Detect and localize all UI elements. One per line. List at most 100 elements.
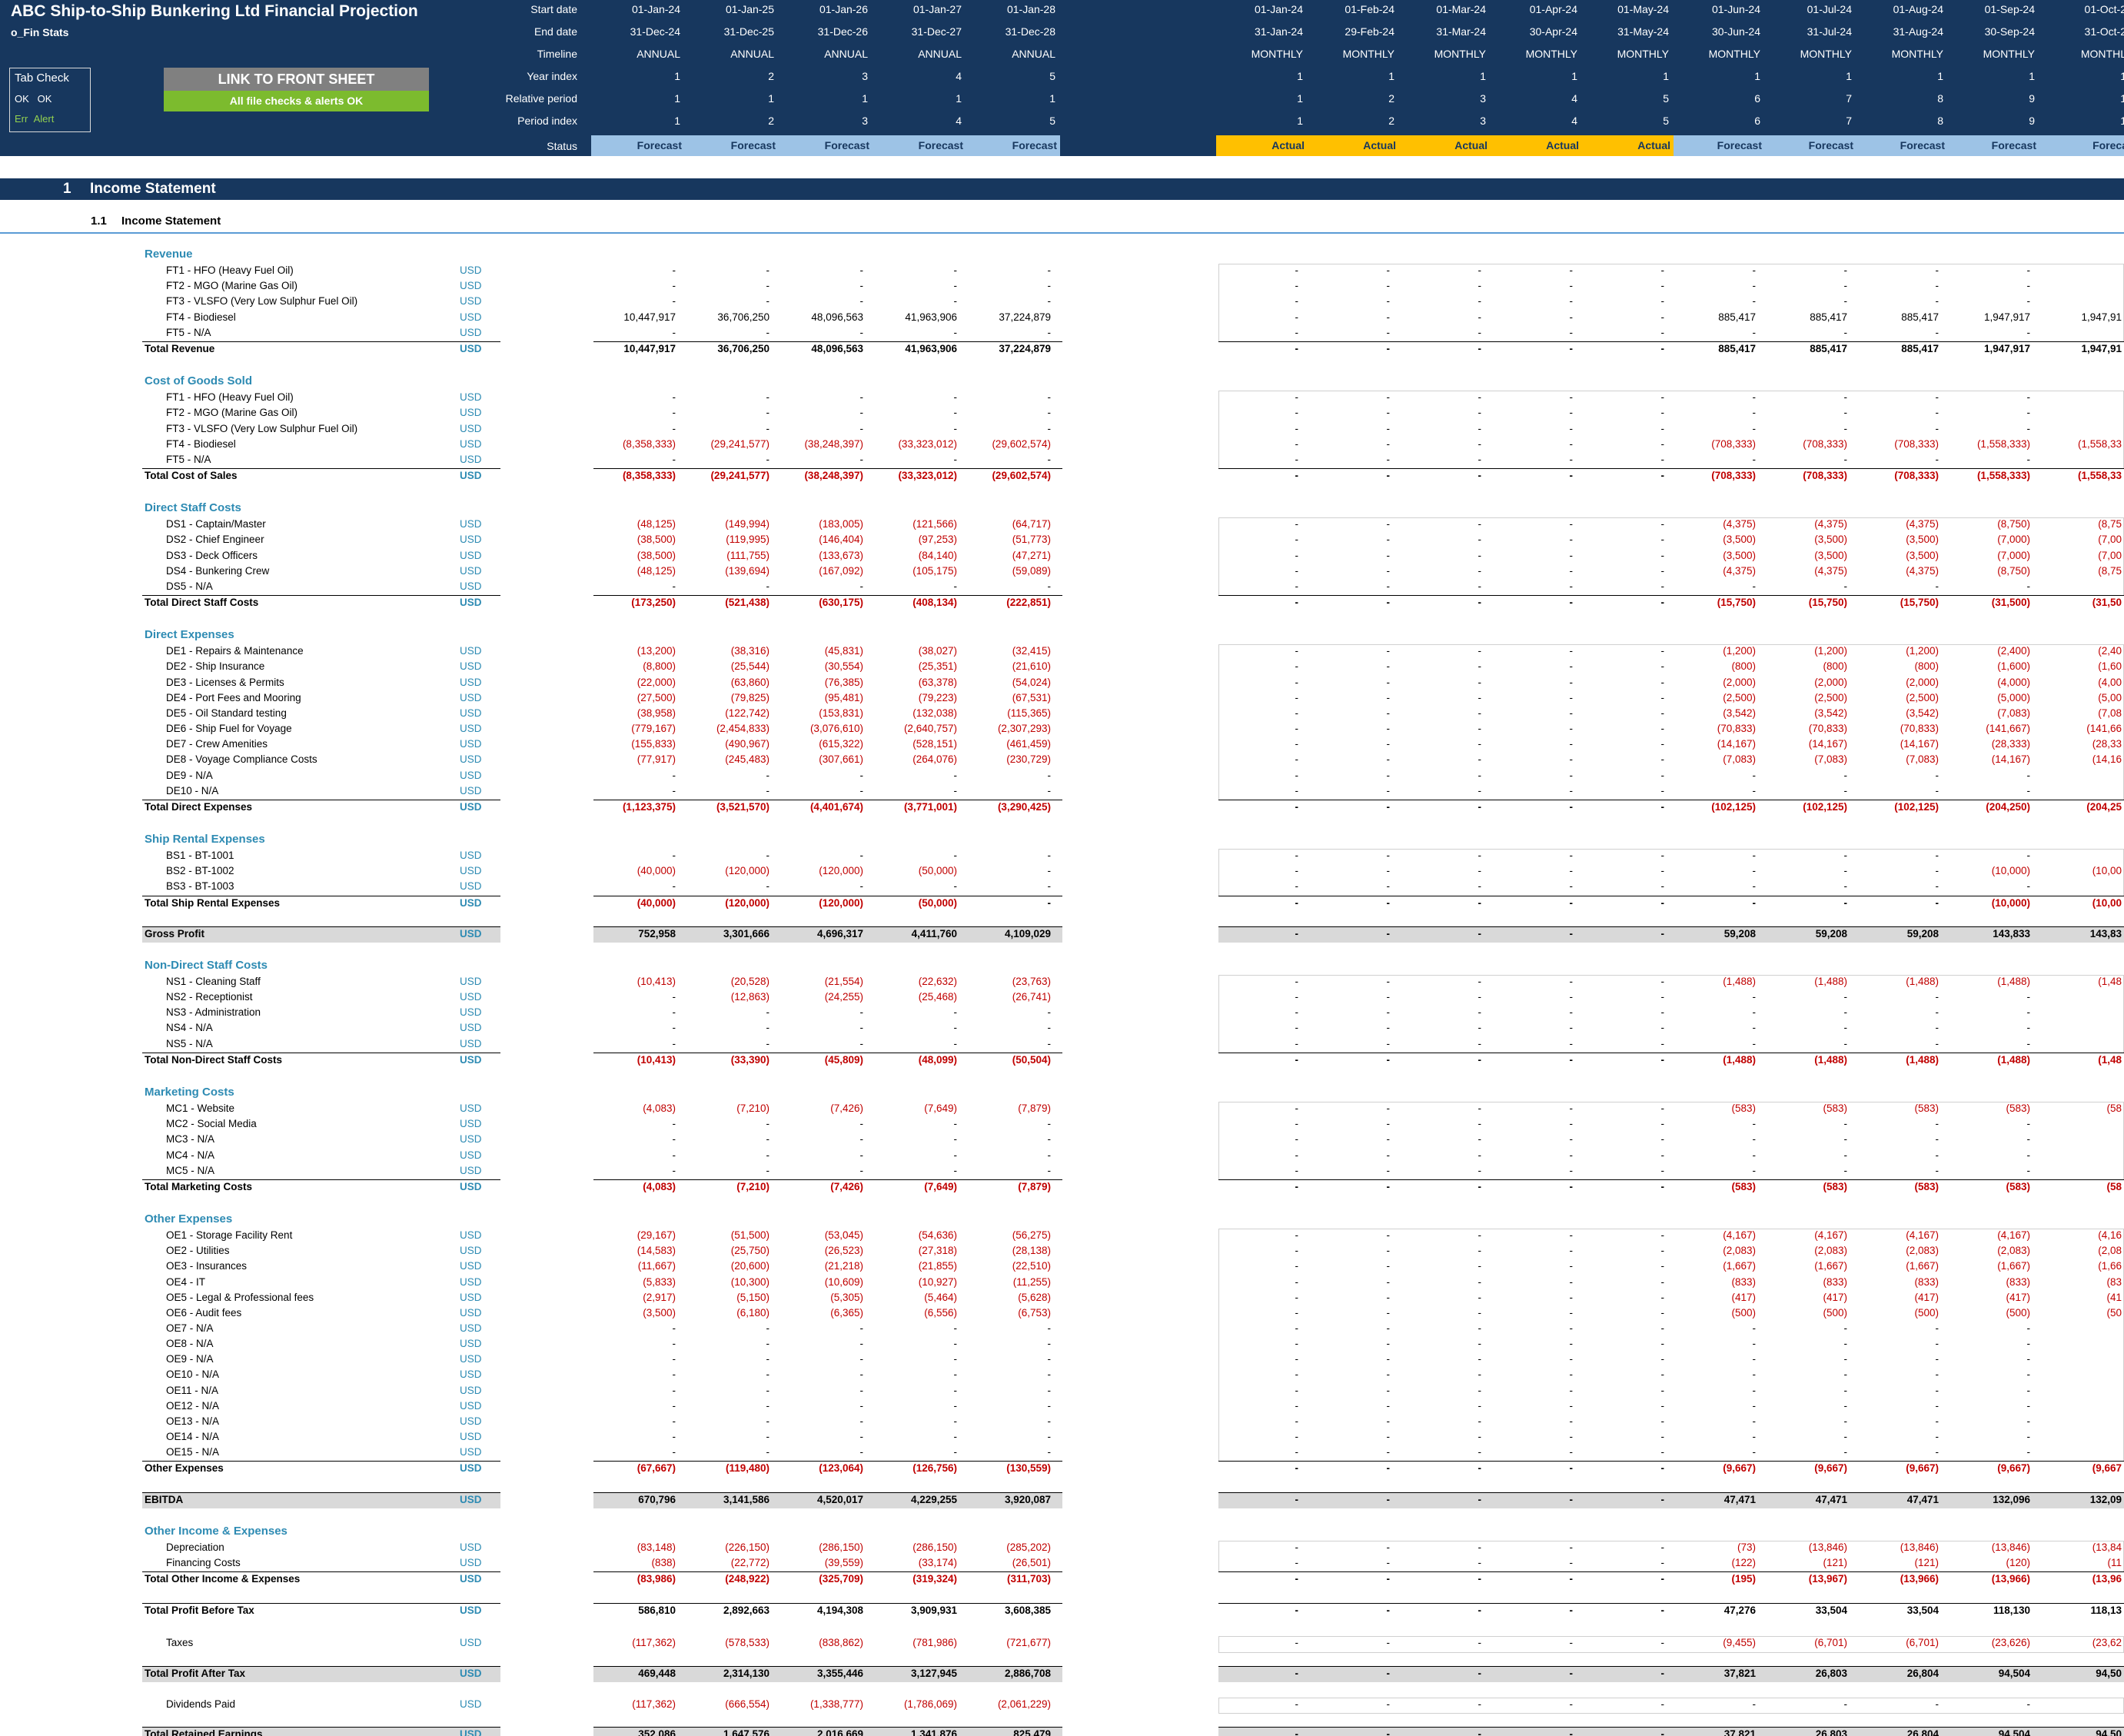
monthly-value: - — [1477, 1180, 1482, 1192]
monthly-value: - — [1752, 1118, 1757, 1130]
monthly-value: - — [1569, 1415, 1574, 1427]
monthly-value: - — [1386, 1556, 1391, 1568]
annual-value: - — [953, 1118, 958, 1130]
header-cell: 5 — [1049, 115, 1055, 127]
annual-value: - — [766, 1446, 770, 1458]
header-cell: 4 — [956, 70, 962, 82]
monthly-value: - — [1660, 534, 1665, 546]
header-cell: 5 — [1663, 115, 1669, 127]
line-item-label: FT3 - VLSFO (Very Low Sulphur Fuel Oil) — [166, 295, 358, 308]
annual-value: - — [672, 407, 676, 419]
annual-value: - — [953, 1006, 958, 1019]
annual-value: - — [859, 295, 864, 308]
monthly-value: - — [1386, 1541, 1391, 1553]
monthly-value: - — [2026, 1353, 2031, 1365]
monthly-value: - — [1569, 1322, 1574, 1334]
monthly-value: (70,833) — [1900, 723, 1939, 735]
monthly-value: - — [1569, 676, 1574, 688]
annual-value: 2,314,130 — [723, 1667, 769, 1679]
annual-value: (528,151) — [912, 738, 957, 750]
annual-value: (155,833) — [631, 738, 676, 750]
monthly-value: - — [1477, 1322, 1482, 1334]
annual-value: (319,324) — [912, 1573, 957, 1585]
monthly-value: - — [1477, 1667, 1482, 1679]
monthly-value: - — [1569, 1384, 1574, 1396]
annual-value: (21,554) — [824, 976, 863, 987]
unit-label: USD — [460, 1637, 482, 1649]
annual-value: - — [672, 1164, 676, 1176]
monthly-value: 885,417 — [1901, 311, 1939, 323]
monthly-value: - — [1660, 753, 1665, 766]
line-item-label: DS4 - Bunkering Crew — [166, 564, 270, 577]
monthly-value: - — [1295, 1053, 1299, 1066]
annual-value: - — [859, 1338, 864, 1350]
unit-label: USD — [460, 880, 482, 893]
monthly-value: (3,500) — [1814, 534, 1847, 546]
monthly-value: - — [1752, 580, 1757, 592]
monthly-value: - — [1295, 850, 1299, 862]
monthly-value: - — [1477, 865, 1482, 877]
monthly-value: - — [1477, 1291, 1482, 1303]
monthly-value: - — [2026, 407, 2031, 419]
annual-value: (2,061,229) — [997, 1698, 1051, 1710]
monthly-value: - — [1477, 784, 1482, 796]
monthly-value: - — [1477, 453, 1482, 465]
annual-value: - — [953, 407, 958, 419]
monthly-value: (15,750) — [1808, 597, 1847, 608]
annual-value: (54,636) — [918, 1229, 957, 1242]
monthly-value: - — [1569, 1369, 1574, 1381]
annual-value: (48,125) — [637, 518, 676, 530]
monthly-value: - — [1477, 1698, 1482, 1710]
monthly-value: - — [1477, 1053, 1482, 1066]
monthly-value: - — [1477, 1229, 1482, 1242]
monthly-value: (3,542) — [1906, 707, 1939, 719]
monthly-value: - — [1752, 1037, 1757, 1049]
monthly-value: - — [1477, 1493, 1482, 1505]
monthly-value: 1,947,917 — [1983, 342, 2030, 354]
monthly-value: - — [1386, 660, 1391, 673]
header-cell: MONTHLY — [1617, 48, 1669, 60]
monthly-value: - — [1752, 1399, 1757, 1412]
monthly-value: - — [1386, 1353, 1391, 1365]
annual-value: - — [766, 264, 770, 277]
monthly-value: - — [1477, 1306, 1482, 1319]
monthly-value: - — [1569, 407, 1574, 419]
monthly-value: - — [1386, 1605, 1391, 1617]
monthly-value: 59,208 — [1723, 927, 1756, 940]
monthly-value: (583) — [1731, 1180, 1756, 1192]
monthly-value: - — [1386, 738, 1391, 750]
header-cell: 30-Jun-24 — [1711, 25, 1760, 38]
annual-value: - — [1047, 1133, 1052, 1146]
monthly-value: - — [2026, 1133, 2031, 1146]
monthly-value: - — [1843, 1369, 1848, 1381]
monthly-value: - — [1569, 1022, 1574, 1034]
annual-value: - — [859, 1415, 864, 1427]
annual-value: 48,096,563 — [811, 342, 863, 354]
annual-value: - — [1047, 769, 1052, 781]
annual-value: - — [1047, 1446, 1052, 1458]
header-cell: 3 — [1480, 92, 1486, 105]
unit-label: USD — [460, 326, 482, 338]
monthly-value: 885,417 — [1810, 311, 1847, 323]
monthly-value: (3,500) — [1906, 534, 1939, 546]
monthly-value: - — [1295, 1493, 1299, 1505]
monthly-value: (13,846) — [1808, 1541, 1847, 1553]
monthly-value: - — [1660, 723, 1665, 735]
monthly-value: - — [1569, 1446, 1574, 1458]
line-item-label: OE6 - Audit fees — [166, 1306, 242, 1319]
annual-value: (115,365) — [1007, 707, 1051, 719]
annual-value: (285,202) — [1006, 1541, 1051, 1553]
unit-label: USD — [460, 784, 482, 796]
monthly-value: - — [1295, 880, 1299, 893]
annual-value: (226,150) — [725, 1541, 769, 1553]
monthly-value: (833) — [1731, 1275, 1756, 1288]
total-row-band — [593, 926, 1062, 943]
monthly-value: 143,83 — [2089, 927, 2122, 940]
monthly-value: - — [1477, 1728, 1482, 1736]
annual-value: (33,174) — [918, 1556, 957, 1568]
monthly-value: (31,500) — [1991, 597, 2030, 608]
monthly-value: - — [1295, 865, 1299, 877]
monthly-value: (708,333) — [1711, 437, 1756, 450]
header-cell: 1 — [768, 92, 774, 105]
link-to-front-sheet-button[interactable]: LINK TO FRONT SHEET — [164, 68, 429, 91]
